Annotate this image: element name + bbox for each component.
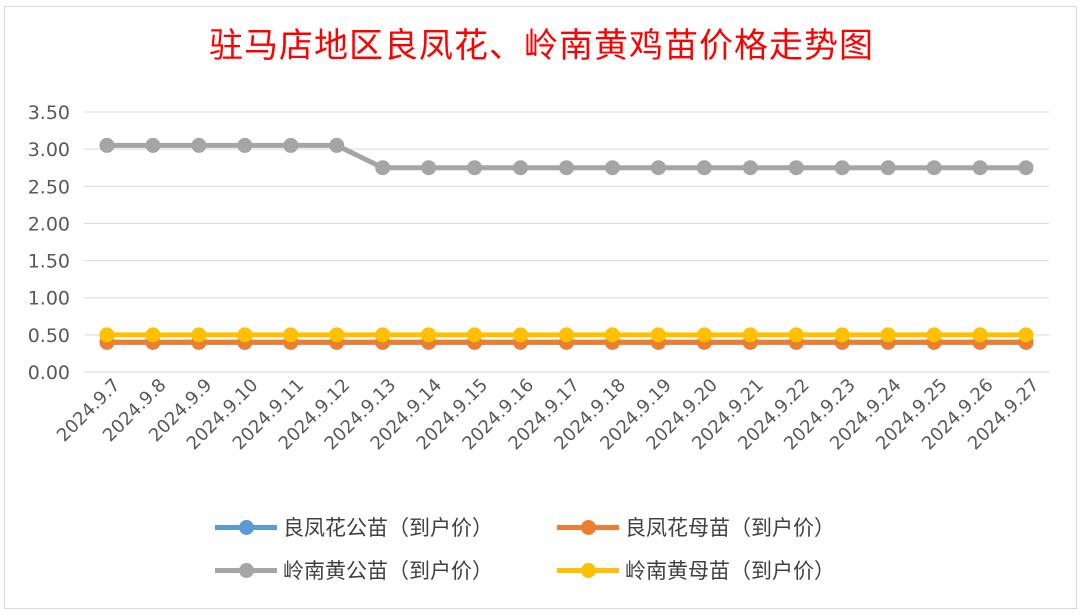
data-point-3 — [375, 327, 391, 343]
data-point-2 — [237, 137, 253, 153]
data-point-2 — [191, 137, 207, 153]
data-point-3 — [742, 327, 758, 343]
data-point-3 — [513, 327, 529, 343]
data-point-2 — [145, 137, 161, 153]
data-point-3 — [329, 327, 345, 343]
data-point-2 — [742, 160, 758, 176]
data-point-2 — [421, 160, 437, 176]
data-point-3 — [972, 327, 988, 343]
data-point-3 — [559, 327, 574, 343]
data-point-3 — [650, 327, 666, 343]
data-point-3 — [191, 327, 207, 343]
data-point-3 — [880, 327, 896, 343]
y-tick-label: 3.00 — [28, 139, 70, 161]
data-point-2 — [696, 160, 712, 176]
data-point-2 — [788, 160, 804, 176]
legend-label: 良凤花母苗（到户价） — [625, 516, 835, 540]
data-point-3 — [421, 327, 437, 343]
legend-swatch — [557, 512, 619, 542]
legend-item: 良凤花母苗（到户价） — [557, 512, 835, 542]
data-point-3 — [99, 327, 115, 343]
data-point-3 — [696, 327, 712, 343]
data-point-2 — [467, 160, 483, 176]
legend-swatch — [215, 555, 277, 585]
data-point-2 — [650, 160, 666, 176]
data-point-2 — [1018, 160, 1034, 176]
legend-item: 良凤花公苗（到户价） — [215, 512, 493, 542]
data-point-2 — [926, 160, 942, 176]
chart-frame — [4, 6, 1077, 609]
data-point-2 — [834, 160, 850, 176]
y-tick-label: 1.00 — [28, 288, 70, 310]
data-point-2 — [375, 160, 391, 176]
data-point-2 — [283, 137, 299, 153]
y-tick-label: 0.00 — [28, 362, 70, 384]
data-point-3 — [788, 327, 804, 343]
data-point-2 — [99, 137, 115, 153]
data-point-3 — [283, 327, 299, 343]
legend-swatch — [557, 555, 619, 585]
legend-label: 岭南黄母苗（到户价） — [625, 559, 835, 583]
data-point-3 — [926, 327, 942, 343]
chart-title: 驻马店地区良凤花、岭南黄鸡苗价格走势图 — [209, 26, 874, 66]
data-point-2 — [559, 160, 574, 176]
data-point-2 — [604, 160, 620, 176]
legend-item: 岭南黄公苗（到户价） — [215, 555, 493, 585]
data-point-2 — [972, 160, 988, 176]
legend-swatch — [215, 512, 277, 542]
data-point-3 — [1018, 327, 1034, 343]
y-tick-label: 0.50 — [28, 325, 70, 347]
y-tick-label: 2.00 — [28, 213, 70, 235]
data-point-3 — [145, 327, 161, 343]
legend-item: 岭南黄母苗（到户价） — [557, 555, 835, 585]
data-point-2 — [880, 160, 896, 176]
data-point-3 — [467, 327, 483, 343]
legend-label: 岭南黄公苗（到户价） — [283, 559, 493, 583]
data-point-2 — [513, 160, 529, 176]
y-tick-label: 2.50 — [28, 176, 70, 198]
data-point-3 — [834, 327, 850, 343]
data-point-2 — [329, 137, 345, 153]
data-point-3 — [604, 327, 620, 343]
legend-label: 良凤花公苗（到户价） — [283, 516, 493, 540]
y-tick-label: 3.50 — [28, 102, 70, 124]
y-tick-label: 1.50 — [28, 251, 70, 273]
data-point-3 — [237, 327, 253, 343]
